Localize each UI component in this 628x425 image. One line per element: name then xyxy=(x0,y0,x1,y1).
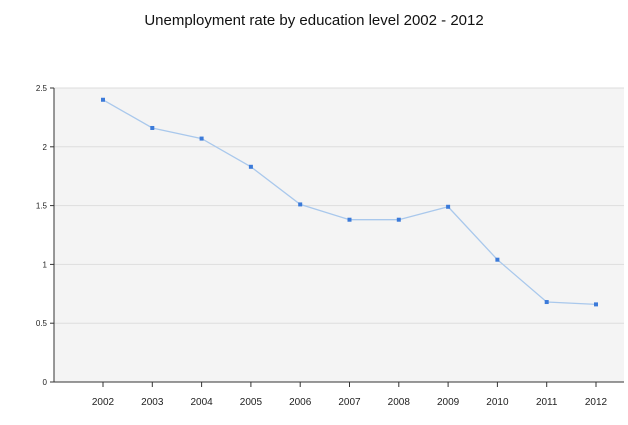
data-point xyxy=(495,257,500,262)
data-point xyxy=(298,202,303,207)
axes xyxy=(53,88,624,383)
y-tick-label: 2.5 xyxy=(36,84,48,93)
gridlines xyxy=(54,87,624,324)
data-point xyxy=(544,300,549,305)
x-tick-label: 2007 xyxy=(338,397,361,408)
y-tick-label: 2 xyxy=(43,143,48,152)
x-tick-label: 2010 xyxy=(486,397,509,408)
data-point xyxy=(594,302,598,307)
data-series xyxy=(101,97,598,307)
x-tick-label: 2003 xyxy=(141,397,164,408)
plot-background xyxy=(54,88,624,382)
x-tick-label: 2005 xyxy=(240,397,263,408)
x-tick-label: 2009 xyxy=(437,397,460,408)
data-point xyxy=(347,217,352,222)
data-point xyxy=(446,204,451,209)
chart-title: Unemployment rate by education level 200… xyxy=(144,12,484,29)
x-axis-ticks: 2002 2003 2004 2005 2006 2007 2008 2009 2010 2011… xyxy=(92,382,608,408)
x-tick-label: 2004 xyxy=(190,397,213,408)
data-point xyxy=(101,97,105,102)
x-tick-label: 2008 xyxy=(388,397,411,408)
plot-area xyxy=(54,88,624,382)
y-tick-label: 0 xyxy=(43,378,48,387)
data-point xyxy=(150,125,155,130)
y-tick-label: 1 xyxy=(43,260,48,269)
data-point xyxy=(199,136,204,141)
data-point xyxy=(396,217,401,222)
x-tick-label: 2011 xyxy=(536,397,558,408)
y-tick-label: 1.5 xyxy=(36,202,48,211)
data-point xyxy=(248,164,253,169)
x-tick-label: 2012 xyxy=(585,397,608,408)
y-tick-label: 0.5 xyxy=(36,319,48,328)
x-tick-label: 2002 xyxy=(92,397,115,408)
y-axis-ticks: 0 0.5 1 1.5 2 2.5 xyxy=(36,84,54,387)
x-tick-label: 2006 xyxy=(289,397,312,408)
